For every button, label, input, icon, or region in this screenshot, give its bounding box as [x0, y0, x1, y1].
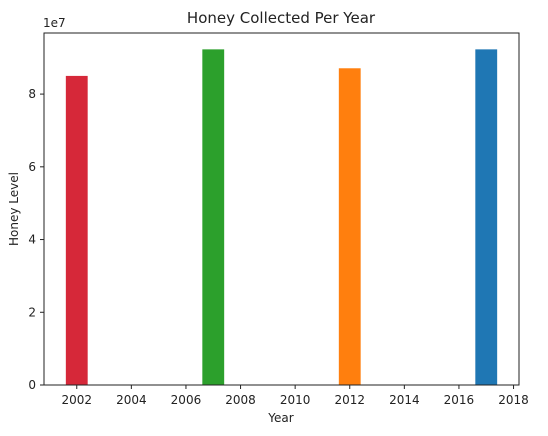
- bar-2007: [202, 49, 225, 385]
- y-tick-label: 2: [28, 305, 36, 319]
- bar-2002: [65, 75, 88, 385]
- x-axis-ticks: 2002 2004 2006 2008 2010 2012 2014 2016 2018: [61, 385, 529, 407]
- bars-layer: [65, 49, 498, 385]
- y-axis-title: Honey Level: [7, 172, 21, 246]
- x-tick-label: 2004: [116, 393, 147, 407]
- x-tick-label: 2012: [334, 393, 365, 407]
- x-tick-label: 2008: [225, 393, 256, 407]
- bar-2017: [475, 49, 498, 385]
- y-tick-label: 4: [28, 233, 36, 247]
- y-axis-offset-label: 1e7: [43, 16, 66, 30]
- y-axis-ticks: 0 2 4 6 8: [28, 87, 44, 392]
- x-tick-label: 2016: [444, 393, 475, 407]
- y-tick-label: 8: [28, 87, 36, 101]
- plot-area-frame: [43, 32, 520, 386]
- chart-title: Honey Collected Per Year: [187, 9, 376, 27]
- x-axis-title: Year: [267, 411, 293, 425]
- y-tick-label: 0: [28, 378, 36, 392]
- x-tick-label: 2014: [389, 393, 420, 407]
- x-tick-label: 2010: [280, 393, 311, 407]
- x-tick-label: 2018: [498, 393, 529, 407]
- x-tick-label: 2006: [171, 393, 202, 407]
- y-tick-label: 6: [28, 160, 36, 174]
- bar-2012: [338, 68, 361, 385]
- x-tick-label: 2002: [61, 393, 92, 407]
